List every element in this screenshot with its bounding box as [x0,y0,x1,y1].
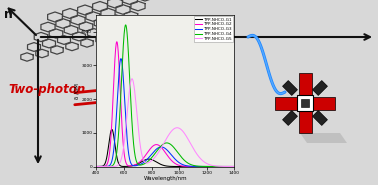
TPP-NHCO-G2 [161,149,166,151]
Y-axis label: δ /GM: δ /GM [75,83,80,99]
TPP-NHCO-G1 [228,165,233,168]
TPP-NHCO-G5 [228,165,232,168]
Legend: TPP-NHCO-G1, TPP-NHCO-G2, TPP-NHCO-G3, TPP-NHCO-G4, TPP-NHCO-G5: TPP-NHCO-G1, TPP-NHCO-G2, TPP-NHCO-G3, T… [194,16,233,42]
TPP-NHCO-G4 [161,143,166,145]
TPP-NHCO-G2 [232,165,237,168]
TPP-NHCO-G5 [158,149,162,151]
TPP-NHCO-G5 [101,165,106,168]
Polygon shape [283,81,297,95]
TPP-NHCO-G2 [101,165,106,168]
TPP-NHCO-G3 [203,165,208,168]
TPP-NHCO-G5 [203,162,208,164]
Text: Two-photon: Two-photon [8,83,85,97]
TPP-NHCO-G3 [158,146,162,148]
TPP-NHCO-G2 [115,41,119,43]
TPP-NHCO-G3 [119,58,123,60]
TPP-NHCO-G4 [203,165,208,168]
TPP-NHCO-G3 [228,165,232,168]
TPP-NHCO-G1 [94,165,99,168]
TPP-NHCO-G3 [232,165,237,168]
Polygon shape [313,81,327,95]
TPP-NHCO-G1 [228,165,232,168]
Polygon shape [299,111,311,133]
TPP-NHCO-G5 [161,143,166,145]
TPP-NHCO-G2 [203,165,208,168]
TPP-NHCO-G4 [228,165,233,168]
TPP-NHCO-G1 [158,163,162,165]
TPP-NHCO-G1 [232,165,237,168]
TPP-NHCO-G3 [228,165,233,168]
TPP-NHCO-G3 [101,165,106,168]
TPP-NHCO-G2 [158,145,162,147]
Polygon shape [275,97,297,110]
TPP-NHCO-G4 [94,165,99,168]
TPP-NHCO-G3 [161,146,166,149]
TPP-NHCO-G3 [94,165,99,168]
X-axis label: Wavelength/nm: Wavelength/nm [144,176,187,181]
Polygon shape [313,97,335,110]
Line: TPP-NHCO-G5: TPP-NHCO-G5 [96,79,234,166]
TPP-NHCO-G5 [228,165,233,168]
Polygon shape [297,95,313,111]
TPP-NHCO-G4 [228,165,232,168]
Text: n: n [4,8,13,21]
TPP-NHCO-G1 [110,128,114,131]
TPP-NHCO-G4 [123,24,128,26]
TPP-NHCO-G4 [101,165,106,168]
TPP-NHCO-G2 [228,165,232,168]
TPP-NHCO-G4 [232,165,237,168]
TPP-NHCO-G5 [130,78,134,80]
TPP-NHCO-G2 [94,165,99,168]
Line: TPP-NHCO-G2: TPP-NHCO-G2 [96,42,234,166]
TPP-NHCO-G1 [161,164,166,166]
TPP-NHCO-G1 [203,165,208,168]
Polygon shape [299,73,311,95]
TPP-NHCO-G1 [101,165,106,167]
TPP-NHCO-G4 [158,146,162,148]
Polygon shape [313,111,327,125]
Polygon shape [283,111,297,125]
Line: TPP-NHCO-G3: TPP-NHCO-G3 [96,59,234,166]
Line: TPP-NHCO-G4: TPP-NHCO-G4 [96,25,234,166]
TPP-NHCO-G2 [228,165,233,168]
Polygon shape [301,99,309,107]
Line: TPP-NHCO-G1: TPP-NHCO-G1 [96,130,234,166]
TPP-NHCO-G5 [94,165,99,168]
Polygon shape [300,133,347,143]
TPP-NHCO-G5 [232,165,237,168]
